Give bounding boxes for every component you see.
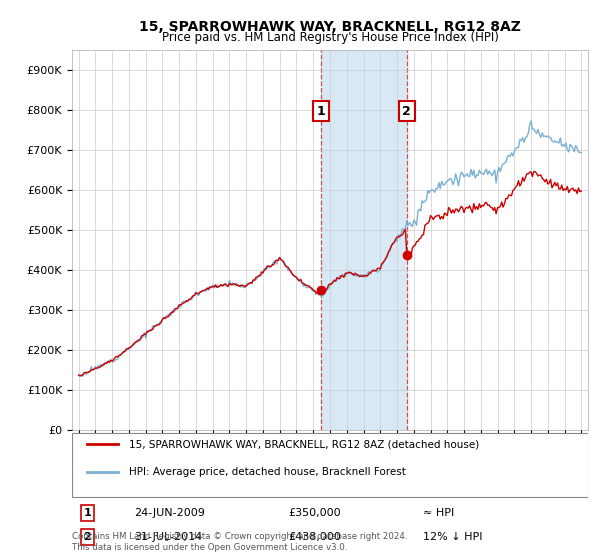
FancyBboxPatch shape <box>72 432 588 497</box>
Text: £438,000: £438,000 <box>289 532 341 542</box>
Text: 31-JUL-2014: 31-JUL-2014 <box>134 532 202 542</box>
Text: 1: 1 <box>317 105 326 118</box>
Text: 2: 2 <box>403 105 411 118</box>
Text: 1: 1 <box>83 508 91 518</box>
Text: Contains HM Land Registry data © Crown copyright and database right 2024.
This d: Contains HM Land Registry data © Crown c… <box>72 532 407 552</box>
Text: £350,000: £350,000 <box>289 508 341 518</box>
Text: 15, SPARROWHAWK WAY, BRACKNELL, RG12 8AZ (detached house): 15, SPARROWHAWK WAY, BRACKNELL, RG12 8AZ… <box>129 440 479 449</box>
Text: HPI: Average price, detached house, Bracknell Forest: HPI: Average price, detached house, Brac… <box>129 466 406 477</box>
Text: 15, SPARROWHAWK WAY, BRACKNELL, RG12 8AZ: 15, SPARROWHAWK WAY, BRACKNELL, RG12 8AZ <box>139 20 521 34</box>
Text: 24-JUN-2009: 24-JUN-2009 <box>134 508 205 518</box>
Text: 2: 2 <box>83 532 91 542</box>
Text: 12% ↓ HPI: 12% ↓ HPI <box>423 532 482 542</box>
Text: ≈ HPI: ≈ HPI <box>423 508 454 518</box>
Text: Price paid vs. HM Land Registry's House Price Index (HPI): Price paid vs. HM Land Registry's House … <box>161 31 499 44</box>
Bar <box>321 50 407 430</box>
